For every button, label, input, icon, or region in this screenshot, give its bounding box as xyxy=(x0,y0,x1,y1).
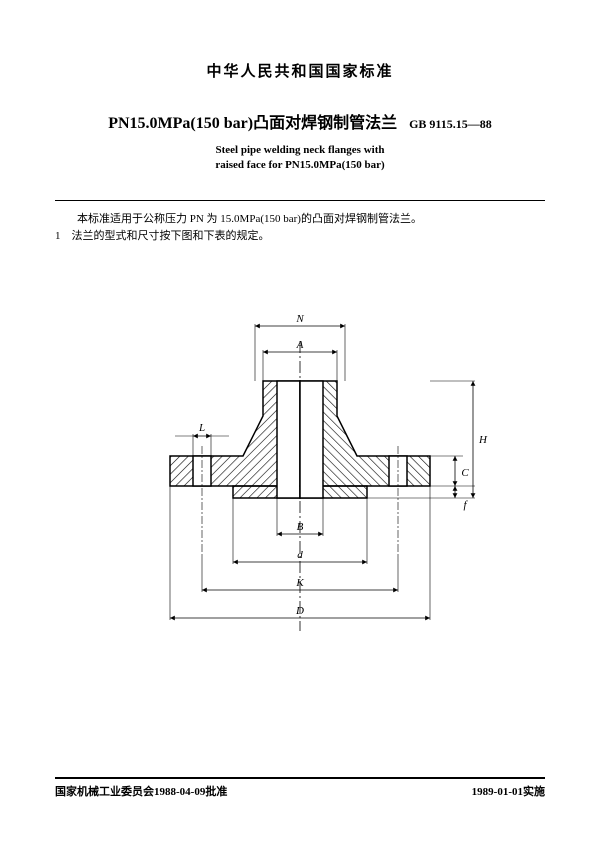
paragraph-2: 1 法兰的型式和尺寸按下图和下表的规定。 xyxy=(55,228,545,246)
dim-label-h: H xyxy=(478,434,488,446)
footer-approval: 国家机械工业委员会1988-04-09批准 xyxy=(55,783,227,799)
standard-code: GB 9115.15—88 xyxy=(409,117,492,132)
dim-label-n: N xyxy=(295,313,304,325)
divider-top xyxy=(55,200,545,201)
title-row: PN15.0MPa(150 bar)凸面对焊钢制管法兰 GB 9115.15—8… xyxy=(55,109,545,133)
footer-effective: 1989-01-01实施 xyxy=(472,783,545,799)
subtitle-line2: raised face for PN15.0MPa(150 bar) xyxy=(55,158,545,173)
dim-label-l: L xyxy=(198,422,205,434)
dim-label-f: f xyxy=(463,499,468,511)
dim-label-b: B xyxy=(297,521,304,533)
dim-label-a: A xyxy=(296,339,304,351)
dim-label-k: K xyxy=(295,577,304,589)
dim-label-d: d xyxy=(297,549,303,561)
page-container: 中华人民共和国国家标准 PN15.0MPa(150 bar)凸面对焊钢制管法兰 … xyxy=(55,40,545,799)
nation-title: 中华人民共和国国家标准 xyxy=(55,60,545,81)
paragraph-1: 本标准适用于公称压力 PN 为 15.0MPa(150 bar)的凸面对焊钢制管… xyxy=(55,211,545,229)
footer-row: 国家机械工业委员会1988-04-09批准 1989-01-01实施 xyxy=(55,779,545,799)
subtitle-line1: Steel pipe welding neck flanges with xyxy=(55,143,545,158)
main-title: PN15.0MPa(150 bar)凸面对焊钢制管法兰 xyxy=(108,109,397,133)
dim-label-bigd: D xyxy=(295,605,304,617)
dim-label-c: C xyxy=(461,467,469,479)
flange-diagram: N A L H C f xyxy=(55,286,545,651)
footer: 国家机械工业委员会1988-04-09批准 1989-01-01实施 xyxy=(55,777,545,799)
flange-svg: N A L H C f xyxy=(95,286,505,646)
subtitle-en: Steel pipe welding neck flanges with rai… xyxy=(55,143,545,174)
